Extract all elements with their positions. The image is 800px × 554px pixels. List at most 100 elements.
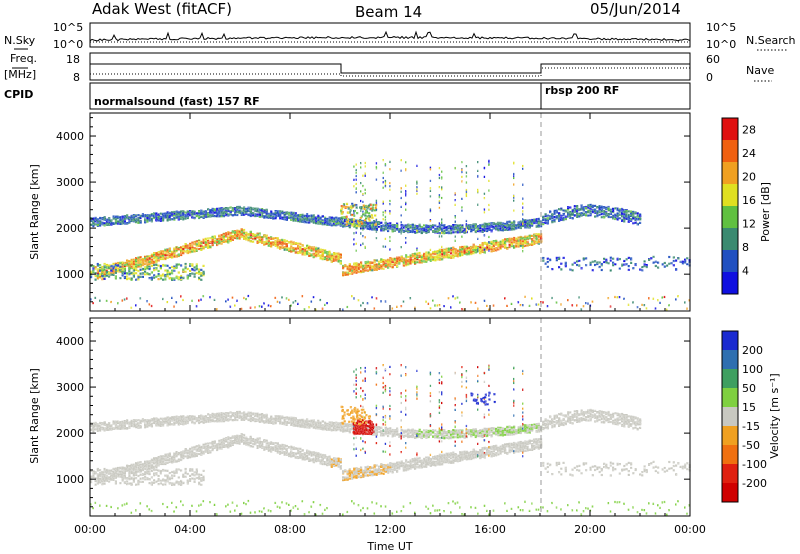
power-cell <box>220 242 223 245</box>
power-cell <box>105 263 108 267</box>
power-cell <box>441 249 444 252</box>
power-cell <box>636 223 639 226</box>
power-cell <box>614 295 616 299</box>
power-cell <box>434 230 437 233</box>
power-cell <box>663 265 666 268</box>
power-cell <box>528 222 531 225</box>
power-cell <box>274 296 277 299</box>
power-cell <box>560 214 563 217</box>
power-cell <box>310 300 313 303</box>
power-cell <box>173 267 176 270</box>
power-cell <box>506 239 509 242</box>
power-cell <box>117 302 119 305</box>
power-cell <box>247 207 250 210</box>
power-cell <box>654 307 657 310</box>
power-cell <box>477 169 479 172</box>
power-cell <box>347 211 350 214</box>
power-cell <box>207 215 210 218</box>
power-cell <box>447 297 450 300</box>
power-cell <box>445 247 448 250</box>
power-cell <box>121 268 124 271</box>
power-cell <box>657 261 660 264</box>
power-cell <box>146 267 149 270</box>
power-cell <box>375 218 378 222</box>
power-cell <box>389 185 391 188</box>
power-cell <box>110 223 113 226</box>
power-cell <box>558 214 561 217</box>
velocity-cell <box>108 424 111 428</box>
power-cell <box>108 222 111 226</box>
power-cell <box>166 212 169 215</box>
power-cell <box>378 260 381 263</box>
power-cell <box>285 239 288 243</box>
power-cell <box>612 216 615 219</box>
power-cell <box>310 254 313 257</box>
power-cell <box>328 216 331 219</box>
power-cell <box>186 244 189 247</box>
power-cell <box>643 263 646 266</box>
power-cell <box>492 244 495 247</box>
power-cell <box>603 206 606 209</box>
power-cell <box>465 192 468 195</box>
power-cell <box>362 174 364 177</box>
power-cell <box>285 248 288 251</box>
power-cell <box>249 240 252 243</box>
power-ytick-label: 3000 <box>56 176 84 189</box>
power-cell <box>416 249 418 252</box>
power-cell <box>625 263 628 266</box>
power-cell <box>159 219 162 222</box>
power-cell <box>587 204 590 207</box>
power-cell <box>258 213 261 216</box>
power-cell <box>130 217 133 220</box>
power-cell <box>513 199 515 202</box>
power-cell <box>202 214 205 217</box>
power-cell <box>195 247 198 250</box>
power-cell <box>425 224 428 227</box>
power-cell <box>389 182 391 185</box>
power-cell <box>139 221 142 224</box>
power-cell <box>328 252 331 255</box>
power-cell <box>438 248 441 251</box>
power-cell <box>396 305 398 308</box>
power-cell <box>553 219 556 222</box>
power-cell <box>643 304 646 307</box>
power-cell <box>364 172 366 175</box>
power-cell <box>330 220 333 223</box>
noise-sky-trace <box>89 30 691 42</box>
power-cell <box>363 207 366 211</box>
power-cell <box>276 243 279 246</box>
nave-trace <box>90 67 690 77</box>
power-cell <box>445 231 448 234</box>
power-cell <box>216 213 219 216</box>
power-cell <box>551 268 554 271</box>
power-cell <box>130 265 133 268</box>
power-cell <box>182 250 185 253</box>
power-cell <box>513 221 516 224</box>
power-cell <box>582 209 585 212</box>
power-cell <box>454 254 457 257</box>
velocity-cell <box>99 474 102 477</box>
power-cell <box>351 266 354 269</box>
power-ytick-label: 1000 <box>56 268 84 281</box>
power-cell <box>364 214 367 217</box>
power-cell <box>168 215 171 218</box>
power-cell <box>425 300 427 303</box>
power-cell <box>150 217 153 220</box>
power-cell <box>321 215 324 218</box>
power-cell <box>605 214 608 217</box>
power-cell <box>180 217 183 220</box>
power-cell <box>155 259 158 262</box>
power-cell <box>389 259 392 262</box>
power-cell <box>353 297 355 300</box>
power-cell <box>438 255 441 258</box>
power-cell <box>686 257 689 260</box>
power-cell <box>600 262 603 266</box>
power-cell <box>349 209 352 212</box>
power-cell <box>198 241 201 244</box>
power-cell <box>504 238 507 241</box>
power-cell <box>184 245 187 248</box>
power-cell <box>414 255 417 258</box>
power-cell <box>661 263 664 266</box>
power-cell <box>436 227 439 230</box>
power-cell <box>292 211 295 214</box>
